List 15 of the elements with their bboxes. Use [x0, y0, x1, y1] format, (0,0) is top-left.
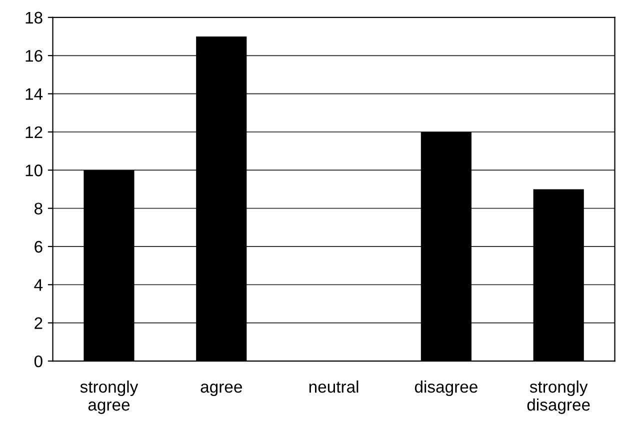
x-tick-label: disagree — [414, 380, 478, 396]
y-tick-label: 10 — [26, 164, 42, 176]
x-tick-label: neutral — [309, 380, 358, 393]
y-tick-label: 6 — [34, 240, 42, 253]
y-tick-label: 4 — [34, 279, 43, 291]
x-tick-label: agree — [200, 384, 242, 396]
y-tick-label: 12 — [26, 126, 42, 138]
y-tick-label: 18 — [26, 12, 42, 24]
y-tick-label: 14 — [26, 88, 43, 100]
y-tick-label: 0 — [34, 355, 42, 368]
x-tick-label: strongly disagree — [527, 380, 590, 414]
y-tick-label: 2 — [34, 317, 42, 329]
x-tick-label: strongly agree — [80, 380, 138, 414]
y-tick-label: 8 — [34, 202, 42, 215]
y-tick-label: 16 — [26, 50, 42, 62]
